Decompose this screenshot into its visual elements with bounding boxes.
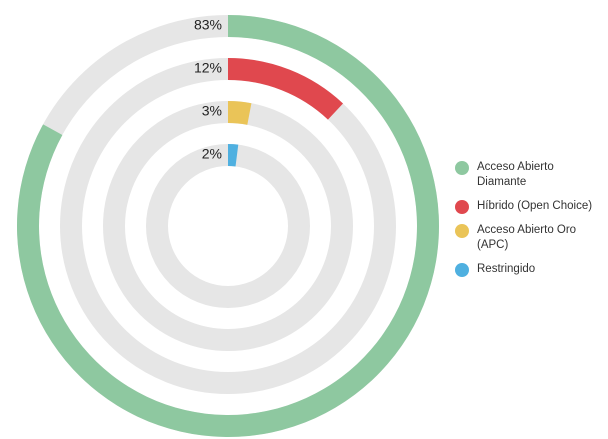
- legend-item[interactable]: Acceso Abierto Oro (APC): [452, 223, 604, 253]
- radial-bar: [228, 101, 252, 125]
- value-label: 83%: [194, 17, 222, 33]
- legend-swatch: [455, 200, 469, 214]
- legend-swatch: [455, 224, 469, 238]
- legend-swatch: [455, 263, 469, 277]
- value-label: 12%: [194, 60, 222, 76]
- radial-bar: [228, 144, 239, 167]
- legend-swatch: [455, 161, 469, 175]
- legend-label: Restringido: [477, 263, 536, 275]
- legend: Acceso Abierto Diamante Híbrido (Open Cho…: [452, 160, 604, 286]
- legend-item[interactable]: Acceso Abierto Diamante: [452, 160, 604, 190]
- radial-bar: [228, 58, 344, 120]
- track: [146, 144, 310, 308]
- legend-item[interactable]: Híbrido (Open Choice): [452, 199, 604, 214]
- legend-label: Híbrido (Open Choice): [477, 200, 593, 212]
- chart: 83% 12% 3% 2%: [17, 15, 440, 438]
- value-label: 3%: [202, 103, 222, 119]
- legend-item[interactable]: Restringido: [452, 262, 604, 277]
- value-label: 2%: [202, 146, 222, 162]
- legend-label: Acceso Abierto Oro (APC): [477, 224, 577, 251]
- legend-label: Acceso Abierto Diamante: [477, 161, 554, 188]
